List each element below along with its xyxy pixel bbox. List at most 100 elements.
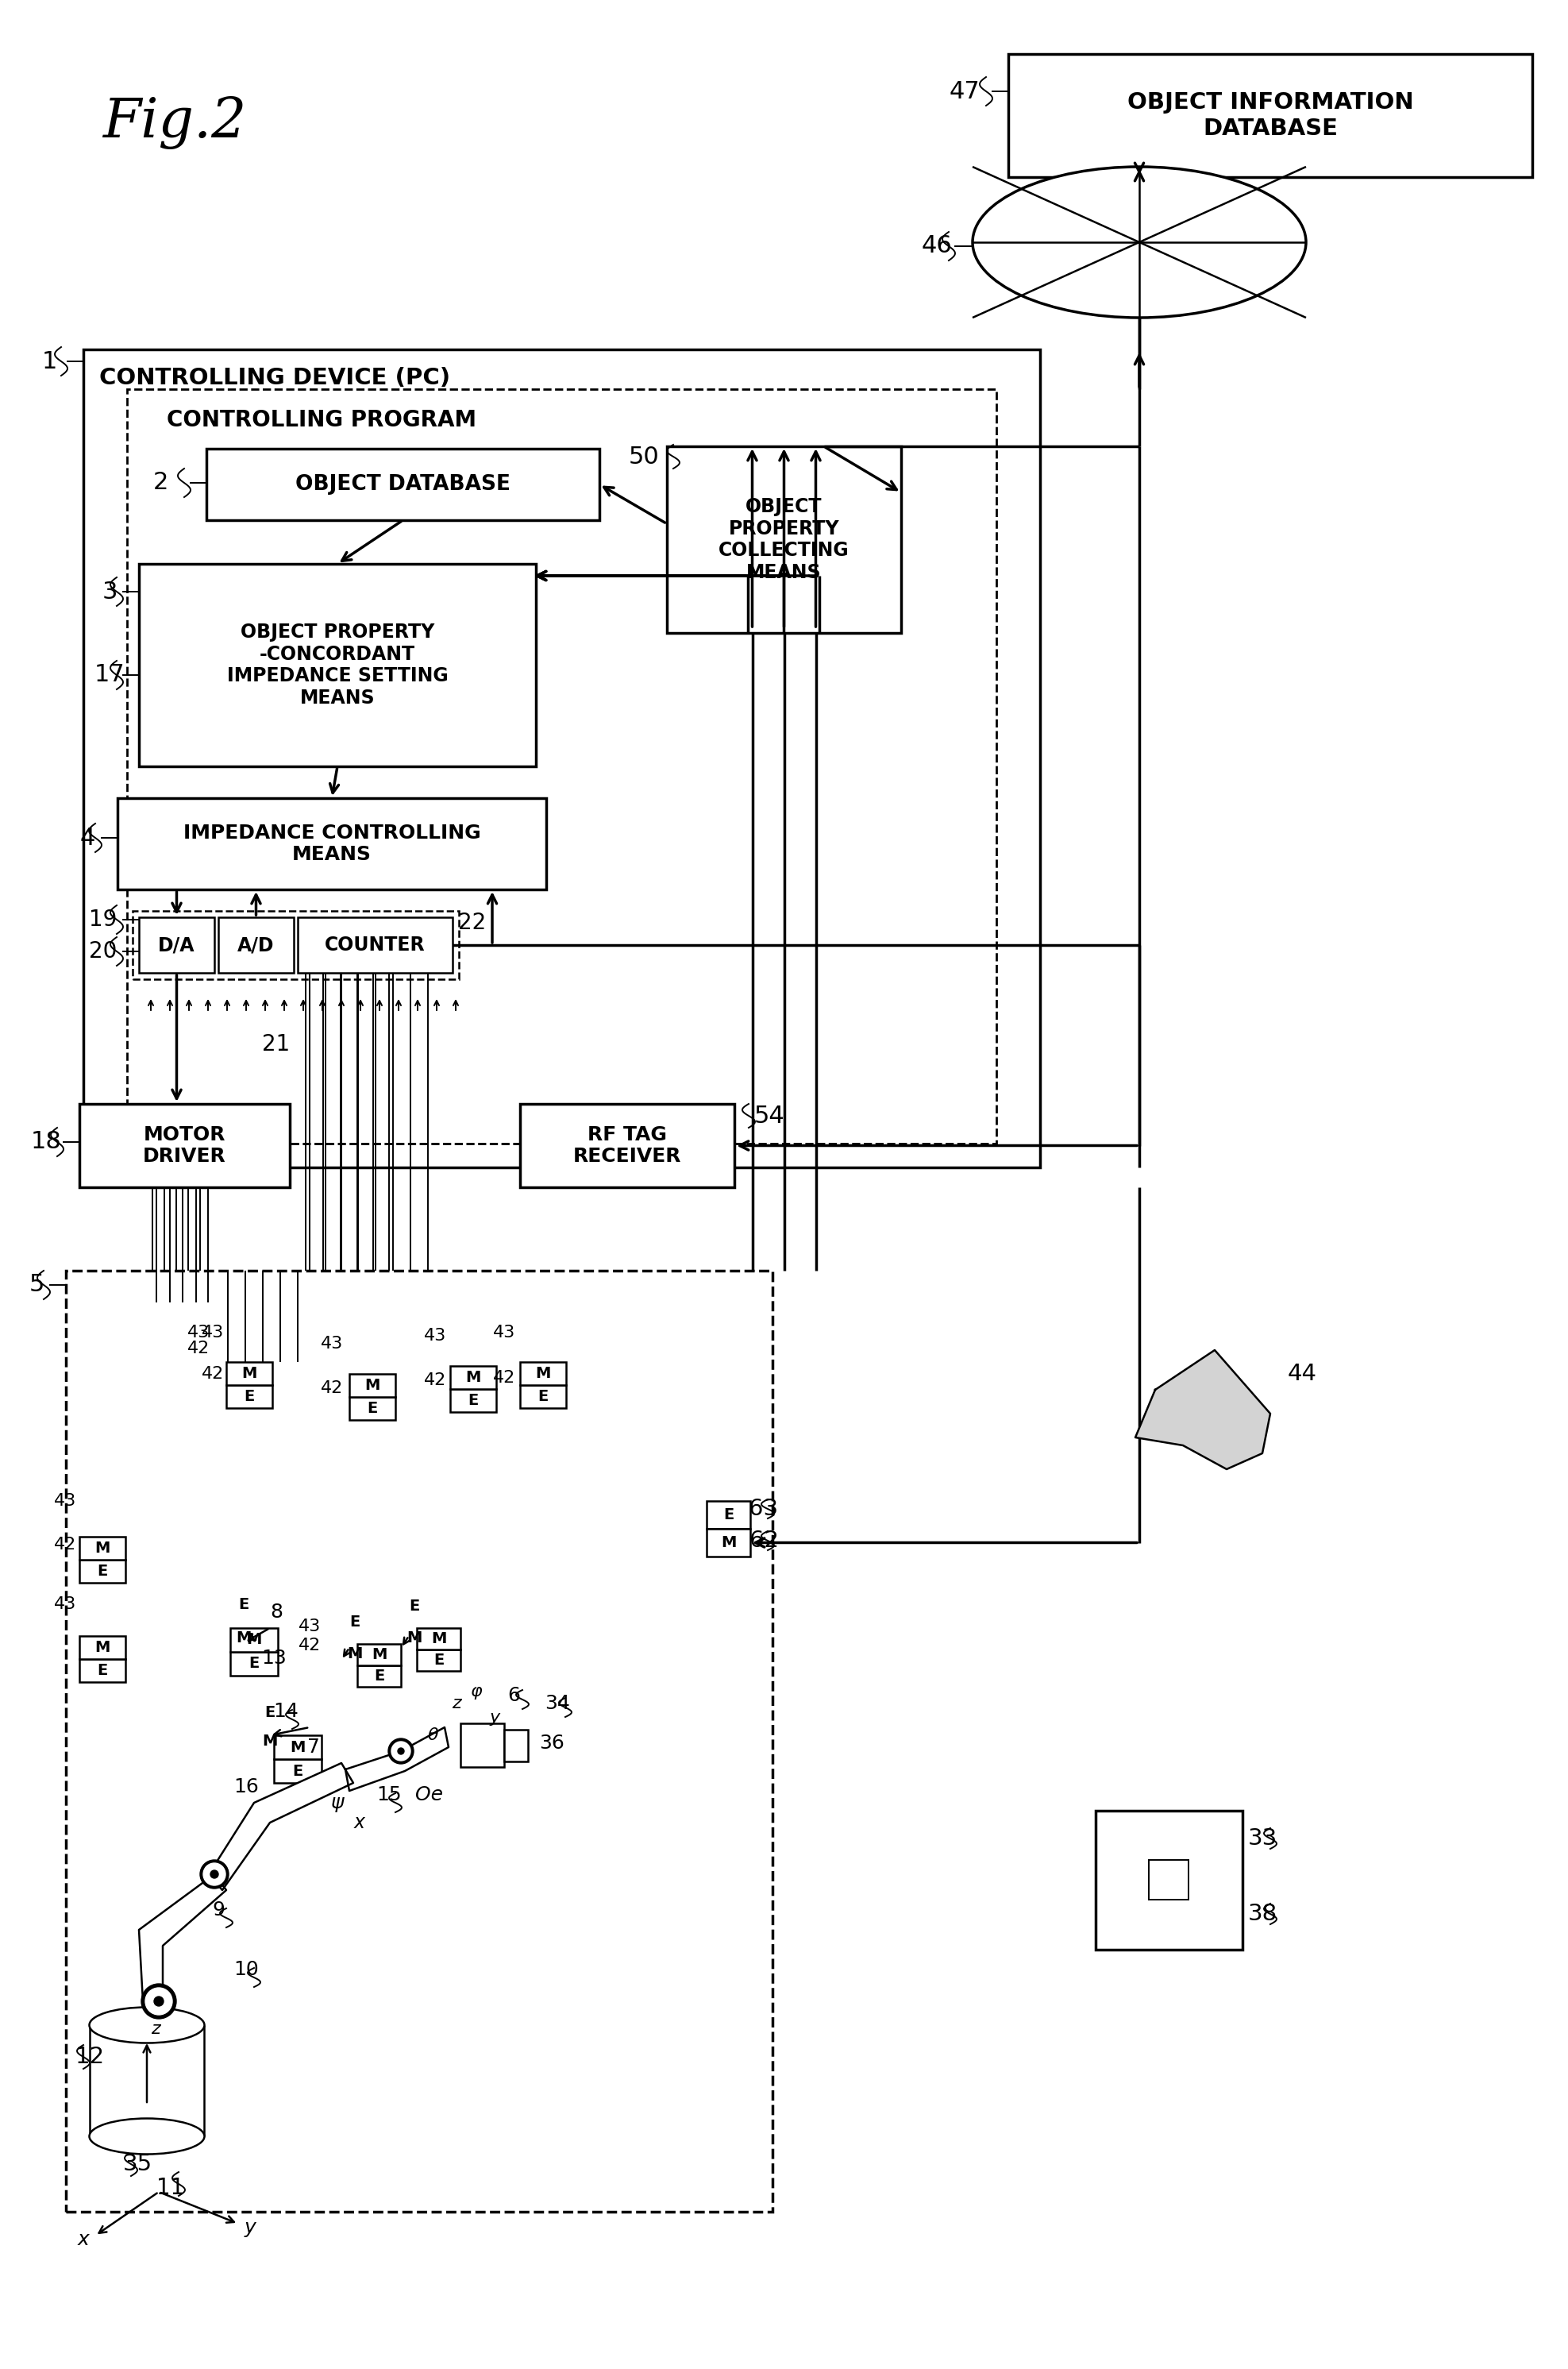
Bar: [521, 1104, 734, 1187]
Bar: [226, 1386, 273, 1407]
Bar: [140, 917, 215, 974]
Bar: [707, 1528, 750, 1556]
Text: 42: 42: [298, 1637, 321, 1654]
Bar: [1149, 1860, 1189, 1900]
Text: D/A: D/A: [158, 936, 194, 955]
Text: M: M: [466, 1369, 481, 1386]
Bar: [417, 1628, 461, 1649]
Text: 19: 19: [89, 910, 118, 931]
Text: IMPEDANCE CONTROLLING
MEANS: IMPEDANCE CONTROLLING MEANS: [183, 824, 481, 865]
Text: 42: 42: [423, 1372, 447, 1388]
Text: 8: 8: [270, 1604, 282, 1623]
Text: E: E: [367, 1400, 378, 1417]
Text: M: M: [347, 1646, 362, 1661]
Bar: [133, 912, 459, 978]
Bar: [207, 448, 599, 521]
Text: M: M: [721, 1535, 735, 1549]
Bar: [1096, 1810, 1242, 1950]
Text: M: M: [406, 1630, 422, 1644]
Text: 63: 63: [750, 1497, 778, 1521]
Text: 43: 43: [320, 1336, 343, 1353]
Text: M: M: [535, 1367, 550, 1381]
Text: E: E: [538, 1388, 549, 1405]
Text: 43: 43: [298, 1618, 321, 1635]
Text: M: M: [431, 1632, 447, 1646]
Bar: [140, 564, 536, 765]
Text: 20: 20: [89, 940, 118, 962]
Bar: [127, 389, 996, 1144]
Text: 2: 2: [152, 471, 168, 495]
Text: OBJECT
PROPERTY
COLLECTING
MEANS: OBJECT PROPERTY COLLECTING MEANS: [718, 497, 850, 583]
Text: E: E: [433, 1654, 444, 1668]
Text: M: M: [365, 1379, 379, 1393]
Text: E: E: [723, 1507, 734, 1523]
Text: 43: 43: [53, 1597, 77, 1613]
Text: 42: 42: [202, 1367, 224, 1381]
Text: 47: 47: [949, 81, 980, 102]
Bar: [1008, 54, 1532, 178]
Bar: [80, 1559, 125, 1582]
Text: 33: 33: [1248, 1826, 1276, 1850]
Text: 17: 17: [94, 663, 125, 687]
Text: x: x: [77, 2229, 89, 2248]
Text: y: y: [489, 1710, 500, 1725]
Text: M: M: [237, 1630, 251, 1644]
Text: M: M: [290, 1739, 306, 1755]
Bar: [350, 1398, 395, 1419]
Text: A/D: A/D: [238, 936, 274, 955]
Bar: [521, 1362, 566, 1386]
Bar: [230, 1628, 278, 1651]
Circle shape: [210, 1869, 218, 1879]
Text: E: E: [265, 1706, 276, 1720]
Bar: [461, 1722, 505, 1767]
Text: E: E: [249, 1656, 259, 1670]
Text: 43: 43: [187, 1324, 210, 1341]
Text: E: E: [245, 1388, 254, 1405]
Text: 42: 42: [187, 1341, 210, 1357]
Text: z: z: [452, 1696, 461, 1710]
Bar: [666, 445, 902, 633]
Text: M: M: [262, 1734, 278, 1748]
Bar: [230, 1651, 278, 1675]
Text: E: E: [350, 1613, 361, 1630]
Ellipse shape: [972, 166, 1306, 317]
Text: M: M: [241, 1367, 257, 1381]
Ellipse shape: [89, 2007, 204, 2042]
Text: z: z: [151, 2021, 160, 2037]
Text: M: M: [372, 1646, 387, 1663]
Text: M: M: [94, 1540, 110, 1556]
Text: 12: 12: [75, 2047, 105, 2068]
Text: 42: 42: [320, 1381, 343, 1395]
Circle shape: [204, 1862, 226, 1886]
Text: E: E: [409, 1599, 420, 1613]
Text: 11: 11: [157, 2177, 185, 2198]
Circle shape: [398, 1748, 405, 1755]
Circle shape: [392, 1741, 411, 1760]
Text: 6: 6: [508, 1687, 521, 1706]
Text: 5: 5: [28, 1275, 44, 1296]
Text: 21: 21: [262, 1033, 290, 1057]
Text: E: E: [467, 1393, 478, 1407]
Text: MOTOR
DRIVER: MOTOR DRIVER: [143, 1125, 226, 1166]
Text: E: E: [97, 1564, 108, 1578]
Text: x: x: [354, 1812, 365, 1831]
Bar: [80, 1637, 125, 1658]
Text: E: E: [373, 1668, 384, 1684]
Text: COUNTER: COUNTER: [325, 936, 425, 955]
Bar: [450, 1367, 495, 1388]
Text: 34: 34: [544, 1694, 571, 1713]
Text: y: y: [245, 2217, 256, 2236]
Bar: [218, 917, 293, 974]
Text: 13: 13: [262, 1649, 287, 1668]
Polygon shape: [140, 1874, 226, 2009]
Text: 62: 62: [750, 1530, 778, 1552]
Bar: [80, 1658, 125, 1682]
Text: 43: 43: [492, 1324, 516, 1341]
Text: 22: 22: [458, 912, 486, 933]
Bar: [521, 1386, 566, 1407]
Circle shape: [389, 1739, 414, 1765]
Bar: [274, 1734, 321, 1760]
Text: 54: 54: [754, 1104, 786, 1128]
Text: 4: 4: [80, 827, 96, 850]
Text: 43: 43: [53, 1492, 77, 1509]
